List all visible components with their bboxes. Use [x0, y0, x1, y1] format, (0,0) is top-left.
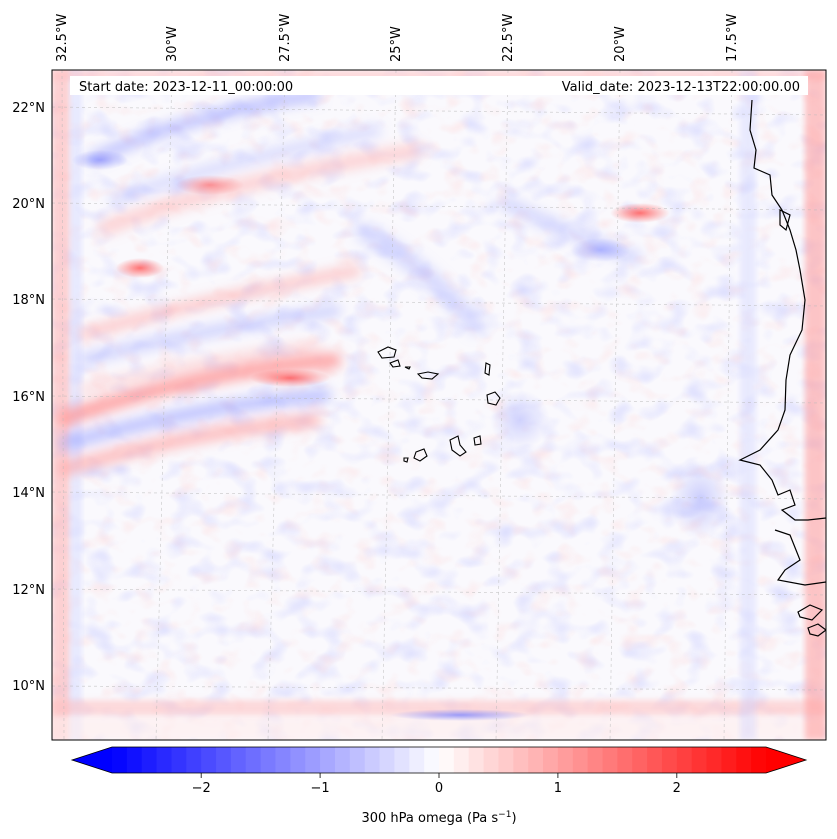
colorbar-cell — [349, 747, 366, 773]
africa-coast — [738, 99, 826, 521]
colorbar-cell — [334, 747, 351, 773]
colorbar-cell — [141, 747, 158, 773]
colorbar-cell — [186, 747, 202, 773]
lon-label: 32.5°W — [55, 14, 70, 62]
banc-arguin — [779, 209, 791, 232]
title-strip — [70, 76, 808, 95]
colorbar-cell — [483, 747, 500, 773]
colorbar-label: 300 hPa omega (Pa s−1) — [361, 810, 516, 826]
colorbar-cell — [201, 747, 217, 773]
colorbar-cell — [216, 747, 232, 773]
colorbar-cell — [245, 747, 262, 773]
colorbar-tick-label: 2 — [673, 781, 681, 796]
colorbar-cell — [691, 747, 708, 773]
colorbar: −2 −1 0 1 2 300 hPa omega (Pa s−1) — [70, 746, 808, 826]
colorbar-cell — [394, 747, 410, 773]
lat-label: 20°N — [12, 197, 45, 212]
colorbar-cell — [617, 747, 633, 773]
colorbar-outline — [70, 746, 808, 774]
map-panel: Start date: 2023-12-11_00:00:00 Valid_da… — [51, 69, 827, 741]
colorbar-cell — [647, 747, 663, 773]
colorbar-cell — [587, 747, 604, 773]
colorbar-cell — [156, 747, 173, 773]
island-fogo — [413, 448, 428, 462]
colorbar-cell — [275, 747, 291, 773]
lon-label: 20°W — [613, 26, 628, 62]
colorbar-cell — [498, 747, 514, 773]
island-santiago — [449, 435, 467, 457]
colorbar-cell — [260, 747, 277, 773]
colorbar-cell — [379, 747, 396, 773]
valid-date-label: Valid_date: 2023-12-13T22:00:00.00 — [562, 80, 800, 95]
island-santo-antao — [377, 346, 397, 359]
longitude-labels: 32.5°W 30°W 27.5°W 25°W 22.5°W 20°W 17.5… — [55, 14, 740, 62]
colorbar-cell — [557, 747, 574, 773]
colorbar-tick-label: 0 — [435, 781, 443, 796]
lat-label: 18°N — [12, 293, 45, 308]
colorbar-tick-label: −2 — [192, 781, 211, 796]
colorbar-cell — [736, 747, 752, 773]
island-maio — [473, 435, 482, 446]
lon-label: 25°W — [389, 26, 404, 62]
lon-label: 30°W — [165, 26, 180, 62]
colorbar-cell — [230, 747, 247, 773]
colorbar-cell — [364, 747, 381, 773]
colorbar-cell — [602, 747, 618, 773]
coastline — [738, 99, 826, 637]
island-sao-vicente — [389, 359, 401, 368]
colorbar-cell — [424, 747, 440, 773]
colorbar-cell — [632, 747, 648, 773]
colorbar-cell — [126, 747, 143, 773]
bissagos-island — [797, 604, 824, 621]
guinea-coast — [774, 529, 826, 586]
island-brava — [403, 457, 409, 463]
island-sao-nicolau — [416, 371, 440, 380]
lon-label: 17.5°W — [725, 14, 740, 62]
colorbar-cell — [706, 747, 723, 773]
lon-label: 27.5°W — [278, 14, 293, 62]
bissagos-island-2 — [807, 623, 826, 637]
colorbar-cell — [661, 747, 678, 773]
omega-field — [52, 70, 826, 740]
colorbar-cell — [439, 747, 455, 773]
lat-label: 12°N — [12, 583, 45, 598]
colorbar-extend-high — [766, 747, 806, 773]
lat-label: 14°N — [12, 486, 45, 501]
colorbar-tick-label: −1 — [311, 781, 330, 796]
island-sal — [484, 362, 491, 376]
colorbar-cell — [112, 747, 128, 773]
start-date-label: Start date: 2023-12-11_00:00:00 — [79, 80, 293, 95]
lat-label: 22°N — [12, 101, 45, 116]
colorbar-ticks: −2 −1 0 1 2 — [192, 773, 681, 796]
colorbar-cell — [721, 747, 737, 773]
graticule — [52, 70, 826, 740]
colorbar-cell — [171, 747, 187, 773]
colorbar-cell — [572, 747, 589, 773]
lat-label: 16°N — [12, 390, 45, 405]
colorbar-cell — [528, 747, 544, 773]
colorbar-extend-low — [72, 747, 112, 773]
colorbar-cell — [305, 747, 321, 773]
colorbar-cell — [751, 747, 767, 773]
lon-label: 22.5°W — [501, 14, 516, 62]
lat-label: 10°N — [12, 679, 45, 694]
colorbar-cell — [543, 747, 559, 773]
island-santa-luzia — [404, 366, 411, 370]
colorbar-cell — [409, 747, 425, 773]
colorbar-tick-label: 1 — [554, 781, 562, 796]
island-boa-vista — [486, 391, 501, 406]
colorbar-cell — [513, 747, 529, 773]
colorbar-cell — [676, 747, 693, 773]
colorbar-cell — [290, 747, 306, 773]
map-frame — [51, 69, 827, 741]
colorbar-cell — [320, 747, 336, 773]
colorbar-cell — [453, 747, 470, 773]
colorbar-cell — [468, 747, 485, 773]
latitude-labels: 22°N 20°N 18°N 16°N 14°N 12°N 10°N — [12, 101, 45, 694]
colorbar-cells — [112, 747, 767, 773]
cabo-verde-islands — [377, 346, 501, 463]
